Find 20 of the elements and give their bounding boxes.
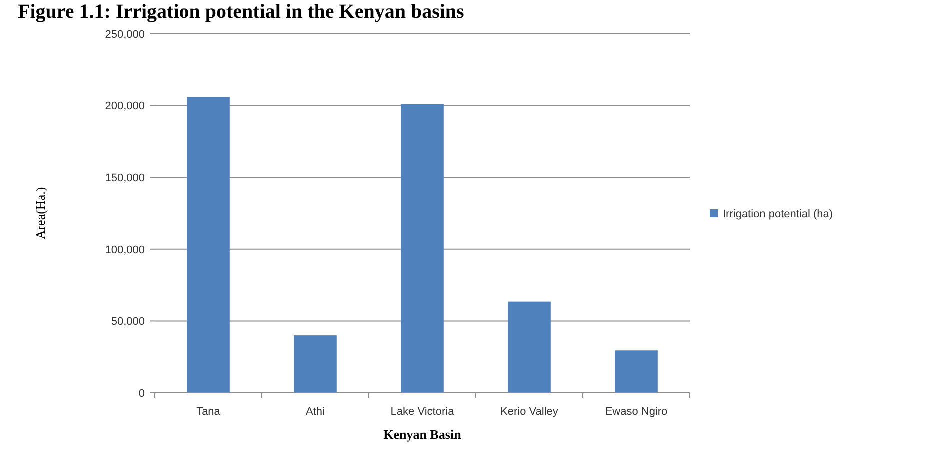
x-axis-title: Kenyan Basin — [384, 427, 462, 442]
bar — [187, 97, 230, 393]
y-tick-label: 50,000 — [111, 316, 145, 328]
x-tick-label: Athi — [306, 406, 325, 418]
legend-label: Irrigation potential (ha) — [723, 208, 834, 220]
bar — [615, 350, 658, 393]
bar — [508, 302, 551, 393]
y-axis-title: Area(Ha.) — [33, 187, 48, 240]
y-tick-label: 150,000 — [105, 172, 145, 184]
x-tick-label: Ewaso Ngiro — [605, 406, 668, 418]
bar — [401, 104, 444, 393]
chart-title: Figure 1.1: Irrigation potential in the Kenyan basins — [18, 1, 465, 23]
y-tick-label: 250,000 — [105, 28, 145, 41]
y-tick-label: 100,000 — [105, 244, 145, 256]
x-tick-label: Lake Victoria — [390, 406, 456, 418]
y-tick-label: 200,000 — [105, 100, 145, 113]
x-tick-label: Kerio Valley — [500, 406, 559, 418]
y-tick-label: 0 — [138, 388, 145, 400]
bar — [294, 336, 337, 393]
x-tick-label: Tana — [196, 406, 222, 418]
